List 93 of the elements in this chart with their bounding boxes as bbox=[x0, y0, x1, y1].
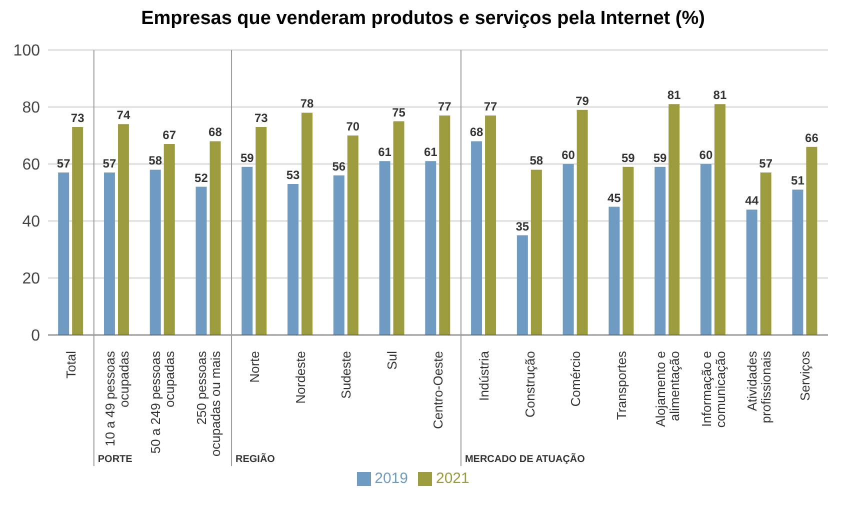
bar bbox=[516, 235, 528, 335]
data-label: 77 bbox=[438, 100, 452, 114]
x-tick-label: Indústria bbox=[476, 350, 492, 401]
x-tick-label: Norte bbox=[246, 351, 262, 383]
bar bbox=[700, 164, 712, 335]
bar bbox=[393, 121, 404, 335]
x-tick-label: 10 a 49 pessoas ocupadas bbox=[102, 350, 132, 446]
x-tick-label: Sul bbox=[384, 350, 400, 370]
bar bbox=[439, 116, 450, 335]
x-tick-label: Comércio bbox=[568, 351, 584, 407]
bar bbox=[333, 175, 344, 335]
x-tick-label: Serviços bbox=[798, 350, 813, 401]
bar bbox=[150, 170, 161, 335]
bar bbox=[760, 172, 772, 335]
text: PORTE bbox=[98, 454, 133, 465]
data-label: 56 bbox=[332, 159, 346, 174]
data-label: 68 bbox=[208, 125, 222, 140]
data-label: 73 bbox=[254, 110, 268, 125]
bar bbox=[104, 172, 115, 335]
bar bbox=[164, 144, 175, 335]
x-tick-label: Sudeste bbox=[338, 351, 354, 399]
data-label: 66 bbox=[805, 130, 819, 145]
bar bbox=[562, 164, 574, 335]
data-label: 67 bbox=[162, 128, 176, 142]
y-tick-label: 40 bbox=[22, 214, 40, 231]
x-tick-label: Alojamento e alimentação bbox=[652, 351, 682, 427]
bar bbox=[118, 124, 129, 335]
y-tick-label: 80 bbox=[22, 100, 40, 117]
y-tick-label: 0 bbox=[31, 328, 40, 345]
x-tick-label: Total bbox=[63, 350, 78, 378]
data-label: 61 bbox=[378, 145, 392, 160]
x-tick-label: Construção bbox=[522, 351, 538, 418]
y-tick-label: 60 bbox=[22, 156, 40, 174]
bar bbox=[379, 161, 390, 335]
data-label: 59 bbox=[622, 150, 636, 165]
bar bbox=[654, 166, 666, 335]
bar bbox=[714, 104, 726, 335]
bar bbox=[347, 136, 358, 335]
data-label: 61 bbox=[424, 145, 438, 160]
legend-label: 2019 bbox=[374, 470, 408, 487]
bar bbox=[425, 161, 436, 335]
bar bbox=[792, 190, 804, 335]
chart-title: Empresas que venderam produtos e serviços pela Internet (%) bbox=[140, 8, 706, 31]
text: MERCADO DE ATUAÇÃO bbox=[464, 453, 586, 465]
data-label: 60 bbox=[699, 148, 713, 162]
x-tick-label: Transportes bbox=[614, 350, 630, 420]
data-label: 73 bbox=[70, 110, 85, 125]
y-tick-label: 100 bbox=[13, 42, 40, 60]
x-tick-label: Nordeste bbox=[292, 351, 308, 404]
data-label: 59 bbox=[653, 150, 668, 165]
bar bbox=[256, 126, 267, 335]
data-label: 51 bbox=[791, 174, 805, 188]
data-label: 57 bbox=[759, 156, 773, 171]
data-label: 57 bbox=[56, 156, 71, 171]
x-tick-label: Centro-Oeste bbox=[430, 351, 446, 430]
data-label: 45 bbox=[608, 190, 622, 205]
text: REGIÃO bbox=[236, 453, 276, 465]
data-label: 58 bbox=[148, 154, 162, 168]
data-label: 53 bbox=[286, 168, 300, 182]
data-label: 75 bbox=[392, 105, 406, 120]
bar bbox=[242, 166, 253, 335]
y-tick-label: 20 bbox=[22, 270, 40, 288]
bar bbox=[196, 186, 207, 335]
data-label: 81 bbox=[713, 88, 727, 102]
bar bbox=[58, 172, 70, 335]
bar bbox=[302, 112, 313, 335]
bar bbox=[806, 146, 818, 335]
bar bbox=[72, 126, 84, 335]
bar bbox=[210, 141, 221, 335]
bar bbox=[485, 116, 496, 335]
legend-label: 2021 bbox=[436, 470, 470, 487]
bar bbox=[288, 184, 299, 335]
data-label: 79 bbox=[576, 94, 590, 108]
bar bbox=[471, 141, 482, 335]
bar bbox=[746, 210, 758, 335]
bar bbox=[576, 110, 588, 335]
data-label: 74 bbox=[116, 108, 130, 122]
bar bbox=[608, 206, 620, 335]
data-label: 60 bbox=[562, 148, 576, 162]
data-label: 70 bbox=[346, 120, 360, 134]
bar bbox=[622, 166, 634, 335]
data-label: 81 bbox=[667, 88, 682, 102]
data-label: 44 bbox=[745, 194, 759, 208]
data-label: 58 bbox=[530, 154, 544, 168]
data-label: 59 bbox=[240, 150, 254, 165]
data-label: 52 bbox=[194, 170, 208, 185]
data-label: 68 bbox=[470, 125, 484, 140]
data-label: 35 bbox=[516, 219, 530, 234]
bar bbox=[668, 104, 680, 335]
data-label: 78 bbox=[300, 96, 314, 111]
bar bbox=[530, 170, 542, 335]
data-label: 77 bbox=[484, 100, 498, 114]
data-label: 57 bbox=[102, 156, 116, 171]
